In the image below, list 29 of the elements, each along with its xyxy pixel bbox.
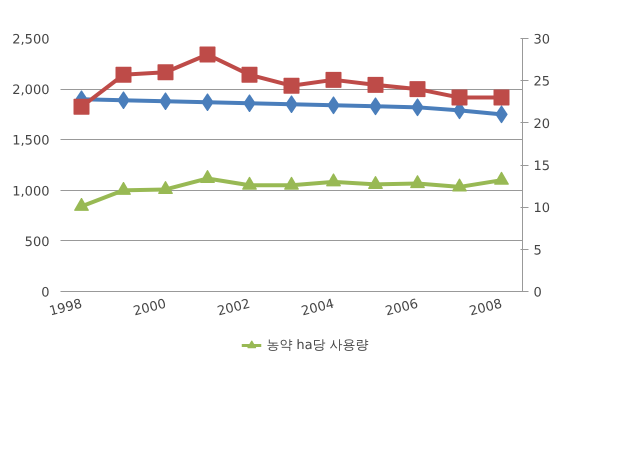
point	[495, 105, 508, 124]
y2-tick-label: 25	[534, 74, 550, 90]
y-tick-label: 2,000	[12, 83, 50, 98]
point	[117, 91, 130, 110]
x-tick-label: 2008	[468, 296, 504, 320]
point	[159, 92, 172, 110]
point	[327, 96, 340, 114]
x-tick-label: 2004	[300, 296, 336, 320]
x-tick-label: 2000	[132, 296, 168, 320]
point	[369, 97, 382, 116]
y2-tick-label: 30	[534, 32, 550, 48]
y2-tick-label: 20	[534, 116, 550, 132]
y2-tick-label: 10	[534, 201, 550, 216]
y2-tick-label: 5	[534, 243, 542, 258]
x-tick-label: 1998	[48, 296, 84, 320]
legend-label: 농약 ha당 사용량	[266, 337, 369, 354]
point	[411, 98, 424, 116]
point	[243, 94, 256, 112]
y-tick-label: 1,500	[12, 134, 50, 149]
y2-tick-label: 15	[534, 159, 550, 174]
point	[285, 95, 298, 114]
point	[201, 93, 214, 112]
y-tick-label: 1,000	[12, 184, 50, 200]
y-tick-label: 0	[41, 286, 50, 300]
x-tick-label: 2002	[216, 296, 252, 320]
y-tick-label: 2,500	[12, 32, 50, 48]
y2-tick-label: 0	[534, 286, 542, 300]
x-tick-label: 2006	[384, 296, 420, 320]
y-tick-label: 500	[24, 234, 50, 250]
